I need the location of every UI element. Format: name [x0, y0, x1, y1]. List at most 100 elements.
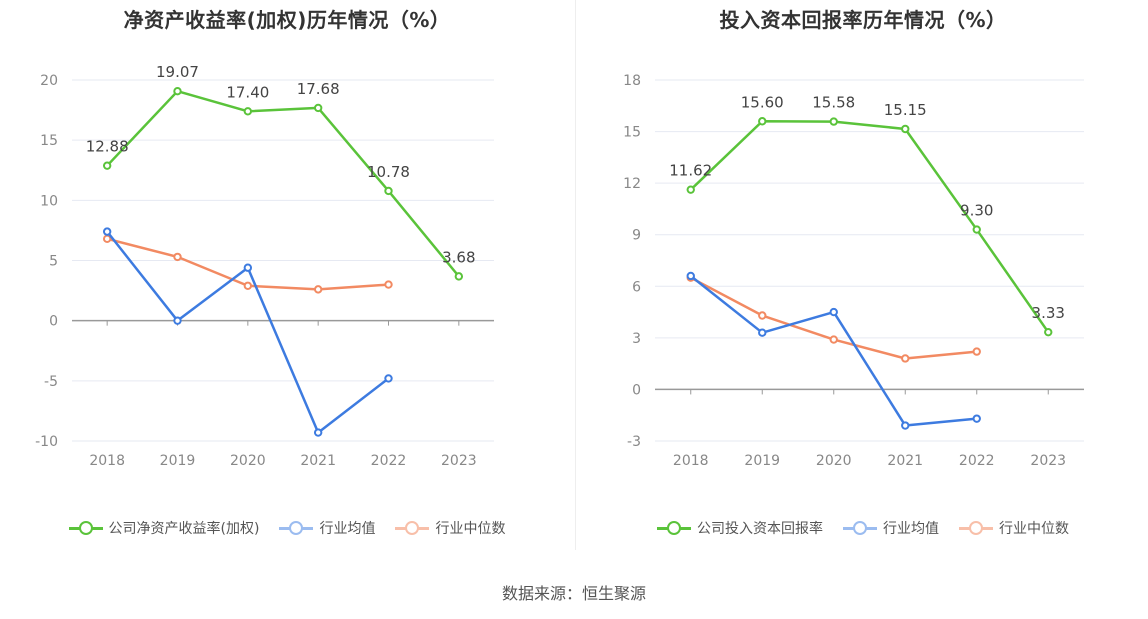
roe-chart-panel: 净资产收益率(加权)历年情况（%） -10 -5 0 5 10 15 20 2018 2019 2…	[0, 0, 574, 560]
series-line	[690, 276, 977, 360]
data-point	[313, 285, 323, 294]
y-tick-label: 0	[49, 314, 58, 330]
x-tick-label: 2022	[371, 453, 407, 469]
data-point	[102, 227, 112, 236]
data-label: 9.30	[960, 202, 993, 220]
x-tick-label: 2022	[959, 453, 995, 469]
data-point	[758, 328, 767, 337]
y-tick-label: 3	[632, 331, 641, 347]
roe-line-chart: -10 -5 0 5 10 15 20 2018 2019 2020 2021 2022 2023 12.…	[35, 63, 494, 469]
legend-label: 行业中位数	[999, 521, 1069, 537]
data-point	[686, 271, 695, 281]
y-tick-label: -3	[627, 434, 641, 450]
data-label: 15.60	[741, 93, 784, 111]
data-point	[384, 374, 393, 383]
legend-line-icon	[395, 521, 430, 535]
data-point	[173, 86, 182, 96]
y-tick-label: -10	[35, 434, 58, 450]
series-line	[689, 120, 1050, 333]
chart-legend: 公司投入资本回报率 行业均值 行业中位数	[576, 518, 1148, 538]
roic-chart-panel: 投入资本回报率历年情况（%） -3 0 3 6 9 12 15 18 2018 2019 2020 2…	[576, 0, 1148, 560]
data-point	[313, 103, 323, 113]
y-tick-label: 9	[632, 228, 641, 244]
x-tick-label: 2020	[230, 453, 266, 469]
x-tick-label: 2018	[89, 453, 125, 469]
y-tick-label: 15	[623, 125, 641, 141]
x-tick-label: 2018	[673, 453, 709, 469]
data-point	[972, 347, 981, 356]
x-tick-label: 2023	[1030, 453, 1066, 469]
data-point	[102, 234, 112, 244]
legend-item-industry-median[interactable]: 行业中位数	[959, 518, 1069, 538]
data-point	[384, 186, 393, 196]
data-point	[829, 307, 838, 317]
data-point	[829, 117, 838, 126]
data-label: 3.33	[1032, 304, 1065, 322]
legend-item-industry-median[interactable]: 行业中位数	[395, 518, 505, 538]
chart-title: 净资产收益率(加权)历年情况（%）	[123, 8, 451, 32]
y-tick-label: 15	[40, 133, 58, 149]
data-point	[901, 354, 910, 363]
x-tick-label: 2021	[887, 453, 923, 469]
x-tick-label: 2019	[744, 453, 780, 469]
y-tick-label: 12	[623, 176, 641, 192]
data-point	[829, 335, 838, 344]
roic-line-chart: -3 0 3 6 9 12 15 18 2018 2019 2020 2021 2022 2023 11.6…	[623, 73, 1084, 469]
legend-label: 行业均值	[319, 521, 376, 537]
data-point	[901, 421, 910, 430]
data-point	[313, 428, 323, 437]
x-tick-label: 2020	[816, 453, 852, 469]
data-point	[901, 124, 910, 134]
legend-item-industry-mean[interactable]: 行业均值	[279, 518, 375, 538]
legend-label: 行业中位数	[435, 521, 506, 537]
x-tick-label: 2021	[300, 453, 336, 469]
series-line	[106, 89, 460, 278]
data-point	[243, 107, 253, 116]
data-label: 11.62	[669, 162, 712, 180]
data-label: 17.40	[226, 83, 269, 101]
y-tick-label: 20	[40, 73, 58, 89]
data-point	[243, 263, 253, 272]
legend-line-icon	[843, 521, 877, 535]
y-tick-label: 10	[40, 193, 58, 209]
data-point	[972, 225, 981, 234]
data-label: 12.88	[86, 138, 129, 156]
x-tick-label: 2019	[160, 453, 196, 469]
legend-line-icon	[68, 521, 103, 535]
chart-legend: 公司净资产收益率(加权) 行业均值 行业中位数	[0, 518, 574, 538]
legend-label: 公司净资产收益率(加权)	[108, 521, 260, 537]
data-point	[102, 161, 112, 170]
legend-line-icon	[959, 521, 993, 535]
series-line	[689, 274, 977, 427]
data-point	[173, 252, 182, 262]
y-tick-label: -5	[44, 374, 58, 390]
data-point	[758, 311, 767, 320]
legend-line-icon	[279, 521, 314, 535]
y-tick-label: 5	[49, 254, 58, 270]
legend-item-industry-mean[interactable]: 行业均值	[843, 518, 939, 538]
data-label: 19.07	[156, 63, 199, 81]
legend-label: 公司投入资本回报率	[697, 521, 823, 537]
data-label: 10.78	[367, 163, 410, 181]
data-point	[173, 316, 182, 325]
data-point	[972, 414, 981, 423]
legend-item-company[interactable]: 公司净资产收益率(加权)	[68, 518, 260, 538]
data-point	[758, 117, 767, 126]
data-point	[243, 281, 253, 290]
data-label: 15.58	[812, 94, 855, 112]
legend-line-icon	[657, 521, 691, 535]
data-point	[1044, 327, 1053, 337]
data-label: 3.68	[442, 248, 475, 266]
y-tick-label: 6	[632, 279, 641, 295]
chart-title: 投入资本回报率历年情况（%）	[719, 8, 1007, 32]
panel-divider	[575, 0, 576, 550]
data-point	[686, 185, 695, 194]
data-label: 17.68	[297, 80, 340, 98]
data-label: 15.15	[884, 101, 927, 119]
y-tick-label: 0	[632, 382, 641, 398]
legend-item-company[interactable]: 公司投入资本回报率	[657, 518, 823, 538]
data-source-note: 数据来源：恒生聚源	[501, 584, 646, 603]
legend-label: 行业均值	[883, 521, 939, 537]
data-point	[384, 280, 393, 289]
series-line	[106, 230, 390, 434]
